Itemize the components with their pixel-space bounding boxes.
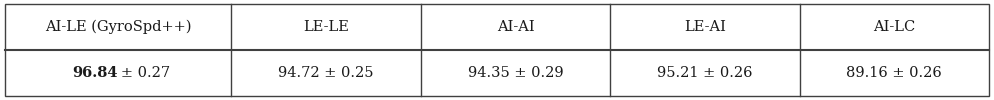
Text: AI-LE (GyroSpd++): AI-LE (GyroSpd++)	[45, 20, 192, 34]
Text: 96.84: 96.84	[73, 66, 118, 80]
Text: 94.72 ± 0.25: 94.72 ± 0.25	[278, 66, 374, 80]
Text: AI-LC: AI-LC	[873, 20, 915, 34]
Text: 94.35 ± 0.29: 94.35 ± 0.29	[467, 66, 564, 80]
Text: 95.21 ± 0.26: 95.21 ± 0.26	[657, 66, 752, 80]
Text: ± 0.27: ± 0.27	[118, 66, 170, 80]
Text: LE-LE: LE-LE	[303, 20, 349, 34]
Text: AI-AI: AI-AI	[497, 20, 534, 34]
Text: 89.16 ± 0.26: 89.16 ± 0.26	[847, 66, 942, 80]
Text: LE-AI: LE-AI	[684, 20, 726, 34]
